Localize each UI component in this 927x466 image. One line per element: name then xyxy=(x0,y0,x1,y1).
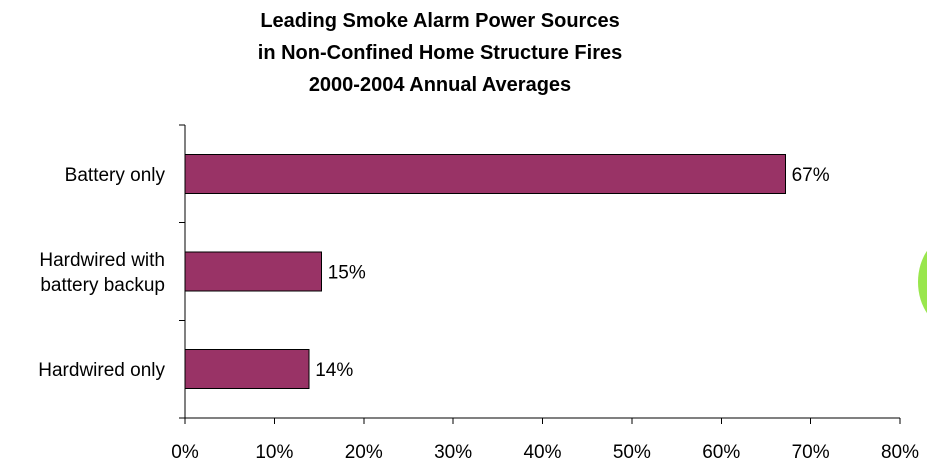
chart-title: Leading Smoke Alarm Power Sources in Non-… xyxy=(258,10,622,96)
x-tick-label: 80% xyxy=(881,442,919,463)
chart-title-line: Leading Smoke Alarm Power Sources xyxy=(260,10,619,32)
x-tick-label: 60% xyxy=(702,442,740,463)
chart-title-line: in Non-Confined Home Structure Fires xyxy=(258,42,622,64)
bar xyxy=(184,251,323,292)
decoration xyxy=(918,250,927,314)
labels: 67% Battery only 15% Hardwired with battery … xyxy=(38,165,829,381)
x-tick-label: 50% xyxy=(613,442,651,463)
bars xyxy=(184,153,787,390)
x-tick-label: 40% xyxy=(523,442,561,463)
chart-title-line: 2000-2004 Annual Averages xyxy=(309,74,571,96)
data-label: 67% xyxy=(792,165,830,186)
x-tick-label: 30% xyxy=(434,442,472,463)
data-label: 15% xyxy=(328,263,366,284)
category-label: Hardwired only xyxy=(38,360,165,381)
bar xyxy=(184,153,787,194)
category-label: Battery only xyxy=(65,165,166,186)
category-label: battery backup xyxy=(40,275,165,296)
category-label: Hardwired with xyxy=(39,250,165,271)
decorative-circle xyxy=(918,250,927,314)
bar xyxy=(184,349,310,390)
data-label: 14% xyxy=(315,360,353,381)
axes: 0% 10% 20% 30% 40% 50% 60% 70% 80% xyxy=(171,124,919,463)
x-tick-label: 20% xyxy=(345,442,383,463)
x-tick-label: 0% xyxy=(171,442,199,463)
x-tick-label: 10% xyxy=(255,442,293,463)
x-tick-label: 70% xyxy=(792,442,830,463)
